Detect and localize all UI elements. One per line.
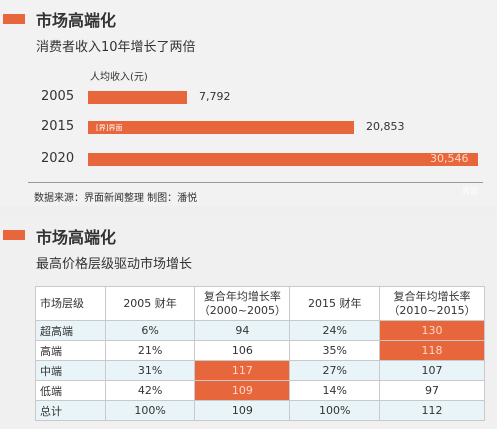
chart-title: 市场高端化 [36,11,117,30]
table-title: 市场高端化 [36,228,117,247]
value-label-2020: 30,546 [430,152,469,165]
table-row: 总计 100% 109 100% 112 [35,400,485,421]
value-label-2015: 20,853 [366,120,405,133]
row-label: 低端 [35,380,106,401]
income-bar-2020 [88,153,478,166]
table-row: 高端 21% 106 35% 118 [35,340,485,361]
table-cell: 100% [289,400,381,421]
table-cell: 35% [289,340,381,361]
table-row: 中端 31% 117 27% 107 [35,360,485,381]
table-cell: 112 [379,400,485,421]
chart-subtitle: 消费者收入10年增长了两倍 [36,40,196,55]
table-row: 超高端 6% 94 24% 130 [35,320,485,341]
year-label: 2015 [41,119,75,134]
row-label: 超高端 [35,320,106,341]
table-cell: 118 [379,340,485,361]
column-header: 复合年均增长率 （2010~2015） [379,286,485,321]
year-label: 2020 [41,151,75,166]
value-label-2005: 7,792 [199,90,231,103]
table-cell: 109 [194,400,291,421]
table-cell: 21% [104,340,196,361]
source-divider [28,182,483,183]
table-cell: 24% [289,320,381,341]
column-header: 复合年均增长率 （2000~2005） [194,286,291,321]
income-bar-2015 [88,121,354,134]
table-cell: 6% [104,320,196,341]
bar-watermark: [界]界面 [94,124,125,133]
table-cell: 109 [194,380,291,401]
table-body: 超高端 6% 94 24% 130 高端 21% 106 35% 118 中端 31% 117 27% 10… [35,320,485,421]
row-label: 总计 [35,400,106,421]
table-cell: 42% [104,380,196,401]
title-accent-bar [3,14,25,24]
source-note: 数据来源：界面新闻整理 制图：潘悦 [34,193,198,204]
income-bar-2005 [88,91,187,104]
title-accent-bar-2 [3,230,25,240]
row-label: 中端 [35,360,106,381]
column-header: 2005 财年 [104,286,196,321]
table-cell: 100% [104,400,196,421]
table-header-row: 市场层级 2005 财年 复合年均增长率 （2000~2005） 2015 财年 复合年均… [35,286,485,321]
corner-watermark: 界面 [462,187,478,196]
table-cell: 27% [289,360,381,381]
table-subtitle: 最高价格层级驱动市场增长 [36,257,193,272]
income-chart-panel [0,0,497,206]
table-cell: 94 [194,320,291,341]
table-cell: 14% [289,380,381,401]
table-cell: 130 [379,320,485,341]
table-cell: 107 [379,360,485,381]
table-cell: 117 [194,360,291,381]
market-tier-table: 市场层级 2005 财年 复合年均增长率 （2000~2005） 2015 财年 复合年均… [35,286,485,421]
year-label: 2005 [41,89,75,104]
unit-label: 人均收入(元) [90,72,148,83]
table-cell: 97 [379,380,485,401]
table-cell: 106 [194,340,291,361]
table-row: 低端 42% 109 14% 97 [35,380,485,401]
column-header: 市场层级 [35,286,106,321]
row-label: 高端 [35,340,106,361]
table-cell: 31% [104,360,196,381]
column-header: 2015 财年 [289,286,381,321]
